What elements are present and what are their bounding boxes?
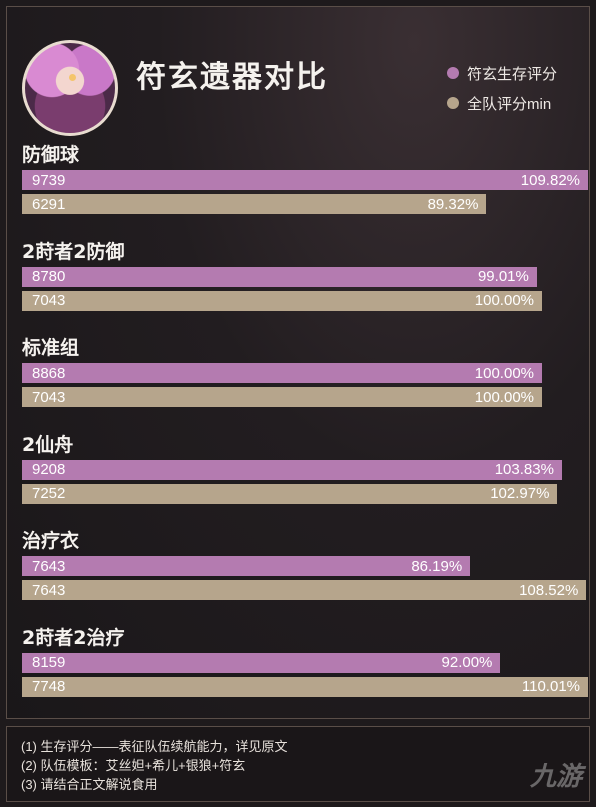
note-1: (1) 生存评分——表征队伍续航能力，详见原文	[21, 739, 288, 754]
category-label: 2仙舟	[22, 433, 74, 456]
legend-label-team-min: 全队评分min	[467, 95, 552, 113]
bar-percent-label: 108.52%	[519, 581, 579, 599]
bar-percent-label: 100.00%	[474, 388, 534, 406]
legend-dot-team-min	[447, 97, 459, 109]
bar-survival: 8159 92.00%	[22, 652, 501, 673]
bar-value-label: 7043	[32, 388, 66, 406]
category-label: 标准组	[22, 337, 80, 359]
bar-percent-label: 99.01%	[477, 268, 529, 285]
bar-percent-label: 89.32%	[427, 195, 479, 213]
bar-team-min: 7252 102.97%	[22, 483, 558, 504]
category-label: 2莳者2防御	[22, 240, 125, 263]
legend-item-team-min: 全队评分min	[447, 88, 557, 118]
note-2: (2) 队伍模板：艾丝妲+希儿+银狼+符玄	[21, 758, 246, 773]
bar-value-label: 7643	[32, 557, 66, 575]
bar-value-label: 8780	[32, 268, 66, 285]
bar-team-min: 7043 100.00%	[22, 387, 542, 407]
bar-survival: 9739 109.82%	[22, 170, 588, 190]
bar-survival: 7643 86.19%	[22, 556, 471, 576]
bar-team-min: 7043 100.00%	[22, 290, 542, 311]
bar-percent-label: 92.00%	[441, 654, 493, 671]
category-label: 2莳者2治疗	[22, 626, 125, 649]
legend-label-survival: 符玄生存评分	[467, 65, 558, 83]
bar-value-label: 9739	[32, 171, 66, 189]
bar-percent-label: 103.83%	[494, 461, 554, 478]
bar-value-label: 9208	[32, 461, 66, 478]
bar-survival: 8780 99.01%	[22, 266, 537, 287]
bar-value-label: 7043	[32, 292, 66, 309]
legend-dot-survival	[447, 67, 459, 79]
character-avatar	[22, 40, 118, 136]
legend-item-survival: 符玄生存评分	[447, 58, 557, 88]
category-label: 防御球	[22, 144, 80, 166]
bar-team-min: 7748 110.01%	[22, 676, 588, 697]
category-label: 治疗衣	[22, 530, 80, 552]
bar-percent-label: 102.97%	[490, 485, 550, 502]
bar-value-label: 7252	[32, 485, 66, 502]
bar-percent-label: 86.19%	[411, 557, 463, 575]
legend: 符玄生存评分 全队评分min	[447, 58, 557, 118]
chart-frame	[6, 6, 590, 719]
bar-value-label: 6291	[32, 195, 66, 213]
bar-percent-label: 109.82%	[520, 171, 580, 189]
bar-value-label: 7643	[32, 581, 66, 599]
notes-box: (1) 生存评分——表征队伍续航能力，详见原文 (2) 队伍模板：艾丝妲+希儿+…	[6, 726, 590, 802]
bar-survival: 8868 100.00%	[22, 363, 542, 383]
bar-value-label: 8159	[32, 654, 66, 671]
note-3: (3) 请结合正文解说食用	[21, 777, 158, 792]
bar-team-min: 6291 89.32%	[22, 194, 487, 214]
bar-value-label: 8868	[32, 364, 66, 382]
bar-percent-label: 100.00%	[474, 364, 534, 382]
bar-percent-label: 110.01%	[521, 678, 580, 695]
bar-team-min: 7643 108.52%	[22, 580, 587, 600]
forehead-eye-icon	[69, 74, 76, 81]
watermark-logo: 九游	[529, 761, 582, 791]
bar-survival: 9208 103.83%	[22, 459, 562, 480]
bar-value-label: 7748	[32, 678, 66, 695]
chart-title: 符玄遗器对比	[136, 60, 328, 95]
bar-percent-label: 100.00%	[474, 292, 534, 309]
